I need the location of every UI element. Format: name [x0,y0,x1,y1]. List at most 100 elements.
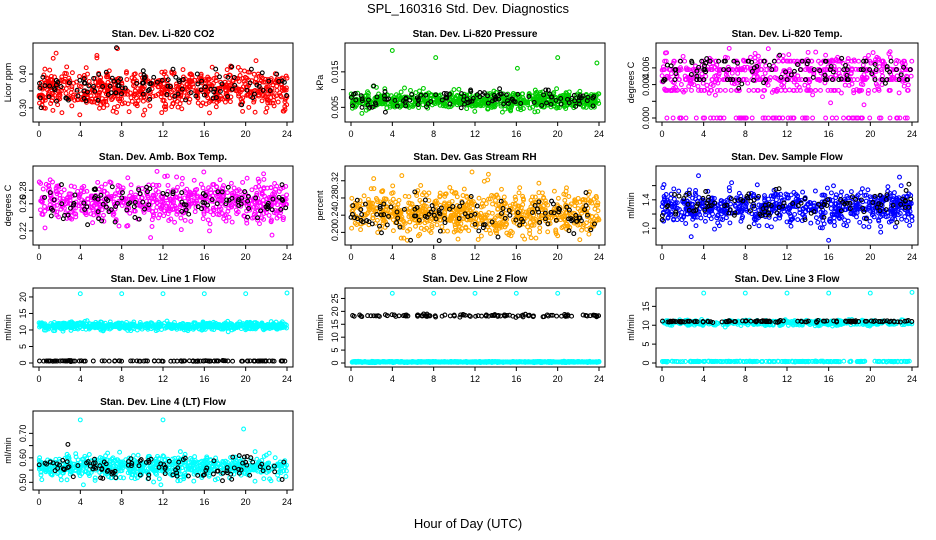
panel-title: Stan. Dev. Li-820 CO2 [112,29,215,40]
data-point [62,78,68,84]
data-point [371,176,377,182]
data-point [245,69,251,75]
data-point [53,50,59,56]
data-point [683,221,689,226]
y-tick-label: 0.28 [330,189,340,207]
data-point [896,90,902,96]
data-point [124,77,130,82]
data-point [279,78,285,84]
data-point [282,104,288,109]
data-point [189,72,195,78]
x-tick-label: 16 [511,252,521,262]
data-point [903,188,909,193]
data-point [887,54,893,60]
data-point [140,80,146,86]
data-point [693,223,699,229]
data-point [683,115,689,121]
data-point [746,87,752,93]
data-point [492,104,498,110]
data-point [535,108,541,114]
data-point [211,89,217,95]
data-point [77,77,83,83]
data-point [200,216,206,222]
data-point [472,108,478,114]
data-point [878,229,884,235]
data-point [190,81,195,87]
data-point [124,69,129,75]
panel-title: Stan. Dev. Gas Stream RH [413,152,536,163]
data-point [116,75,122,81]
y-axis-label: degrees C [626,61,636,103]
data-point [267,100,273,106]
data-point [91,84,96,89]
data-point [526,91,532,97]
data-point [815,219,821,225]
data-point [229,86,235,92]
y-tick-label: 0.20 [330,224,340,242]
data-point [257,221,262,227]
data-point [405,103,411,109]
data-point [146,87,152,92]
data-point [283,95,289,101]
x-tick-label: 20 [553,252,563,262]
data-point [53,82,59,88]
data-point [267,88,273,94]
x-tick-label: 20 [241,129,251,139]
data-point [247,80,253,86]
data-point [151,74,157,80]
data-point [461,91,467,97]
data-point [447,185,453,190]
data-point [263,109,269,115]
data-point [89,99,95,105]
data-point [349,195,355,201]
data-point [219,81,225,87]
data-point [187,96,193,102]
data-point [200,185,206,191]
data-point [94,55,100,61]
data-point [284,192,290,198]
data-point [455,236,461,242]
data-point [823,115,829,121]
data-point [186,211,192,217]
data-point [274,71,280,77]
data-point [728,87,734,93]
data-point [786,87,792,93]
data-point [659,73,665,79]
data-point [788,223,794,229]
data-point [95,97,101,103]
x-tick-label: 4 [390,252,395,262]
data-point [259,70,265,76]
data-point [271,94,277,100]
x-tick-label: 12 [158,252,168,262]
data-point [390,183,396,189]
figure-title: SPL_160316 Std. Dev. Diagnostics [366,1,570,16]
data-point [125,88,130,94]
data-point [37,80,42,86]
data-point [828,190,834,196]
data-point [50,107,56,113]
data-point [53,98,59,104]
x-tick-label: 12 [470,129,480,139]
data-point [142,107,148,113]
data-point [42,66,48,72]
data-point [218,93,223,99]
data-point [813,215,819,221]
data-point [861,223,867,229]
data-point [122,100,128,106]
data-point [746,224,752,230]
data-point [808,220,814,226]
data-point [50,55,56,61]
data-point [829,115,835,121]
data-point [63,90,69,96]
data-point [128,95,134,101]
data-point [866,53,871,58]
data-point [892,224,898,230]
data-point [754,182,760,188]
data-point [402,85,407,91]
data-point [664,62,670,68]
data-point [179,89,185,95]
data-point [48,213,54,219]
data-point [751,221,757,227]
data-point [219,84,225,89]
